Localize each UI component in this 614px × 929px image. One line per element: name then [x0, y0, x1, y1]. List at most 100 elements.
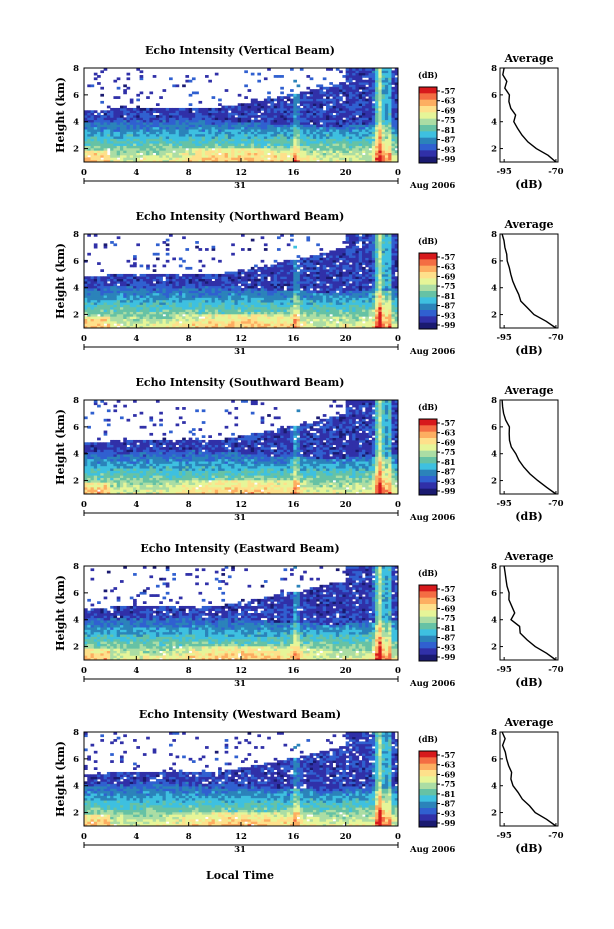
heatmap-cell	[110, 292, 114, 296]
heatmap-cell	[244, 157, 248, 161]
heatmap-cell	[165, 145, 170, 149]
heatmap-cell	[133, 138, 137, 142]
heatmap-cell	[319, 266, 324, 270]
heatmap-cell	[303, 126, 307, 130]
heatmap-cell	[276, 276, 281, 280]
heatmap-cell	[345, 138, 350, 142]
heatmap-cell	[84, 150, 88, 153]
heatmap-cell	[208, 157, 212, 161]
heatmap-cell	[355, 318, 360, 322]
heatmap-cell	[172, 143, 176, 146]
heatmap-cell	[355, 288, 360, 291]
heatmap-cell	[97, 285, 101, 289]
heatmap-cell	[169, 133, 173, 137]
heatmap-cell	[84, 145, 88, 149]
heatmap-cell	[241, 107, 245, 111]
heatmap-cell	[388, 133, 392, 137]
heatmap-cell	[303, 136, 307, 139]
heatmap-cell	[303, 131, 307, 135]
heatmap-cell	[142, 147, 147, 151]
heatmap-cell	[221, 290, 226, 294]
heatmap-cell	[195, 311, 199, 315]
heatmap-cell	[139, 145, 144, 149]
heatmap-cell	[155, 285, 160, 289]
heatmap-cell	[119, 316, 124, 319]
heatmap-cell	[306, 281, 311, 284]
heatmap-cell	[286, 313, 291, 317]
heatmap-cell	[381, 96, 386, 99]
heatmap-cell	[342, 318, 347, 322]
heatmap-cell	[322, 154, 327, 158]
heatmap-cell	[254, 117, 258, 121]
heatmap-cell	[110, 117, 114, 121]
heatmap-cell	[146, 323, 150, 327]
heatmap-cell	[218, 299, 222, 303]
heatmap-cell	[149, 276, 154, 280]
heatmap-cell	[241, 103, 245, 106]
heatmap-cell	[201, 313, 206, 317]
heatmap-cell	[133, 264, 137, 268]
heatmap-cell	[106, 295, 111, 298]
heatmap-cell	[84, 295, 88, 298]
heatmap-cell	[365, 93, 369, 97]
heatmap-cell	[214, 292, 219, 296]
heatmap-cell	[375, 133, 379, 137]
heatmap-cell	[378, 122, 383, 125]
heatmap-cell	[309, 119, 314, 123]
heatmap-cell	[100, 154, 105, 158]
heatmap-cell	[136, 283, 140, 287]
heatmap-cell	[257, 131, 262, 135]
heatmap-cell	[241, 297, 245, 301]
heatmap-cell	[355, 145, 360, 149]
heatmap-cell	[332, 138, 337, 142]
heatmap-cell	[322, 271, 327, 275]
heatmap-cell	[312, 98, 317, 102]
heatmap-cell	[169, 147, 173, 151]
heatmap-cell	[286, 145, 291, 149]
heatmap-cell	[126, 295, 131, 298]
heatmap-cell	[211, 154, 216, 158]
heatmap-cell	[139, 302, 144, 305]
heatmap-cell	[126, 110, 131, 114]
heatmap-cell	[162, 320, 167, 324]
heatmap-cell	[355, 311, 360, 315]
heatmap-cell	[100, 311, 105, 315]
heatmap-cell	[214, 281, 219, 284]
heatmap-cell	[293, 325, 297, 329]
heatmap-cell	[270, 117, 275, 121]
heatmap-cell	[260, 136, 265, 139]
heatmap-cell	[159, 299, 163, 303]
heatmap-cell	[309, 157, 314, 161]
heatmap-cell	[263, 145, 268, 149]
heatmap-cell	[188, 304, 193, 308]
colorbar-tick-label: -99	[441, 154, 456, 164]
heatmap-cell	[139, 278, 144, 282]
heatmap-cell	[273, 273, 278, 277]
heatmap-cell	[93, 131, 98, 135]
heatmap-cell	[178, 297, 183, 301]
heatmap-cell	[319, 252, 324, 256]
heatmap-cell	[381, 110, 386, 114]
heatmap-cell	[218, 124, 222, 128]
heatmap-cell	[365, 157, 369, 161]
heatmap-cell	[286, 262, 291, 265]
heatmap-cell	[231, 117, 235, 121]
heatmap-cell	[123, 107, 127, 111]
heatmap-cell	[296, 304, 301, 308]
heatmap-cell	[221, 159, 226, 163]
heatmap-cell	[332, 283, 337, 287]
heatmap-cell	[352, 325, 356, 329]
heatmap-cell	[257, 100, 262, 104]
heatmap-cell	[188, 147, 193, 151]
heatmap-cell	[110, 145, 114, 149]
heatmap-cell	[237, 150, 242, 153]
heatmap-cell	[208, 79, 212, 83]
heatmap-cell	[97, 112, 101, 116]
heatmap-cell	[368, 112, 373, 116]
heatmap-cell	[257, 295, 262, 298]
heatmap-cell	[270, 264, 275, 268]
heatmap-cell	[250, 276, 255, 280]
heatmap-cell	[234, 119, 239, 123]
heatmap-cell	[133, 302, 137, 305]
heatmap-cell	[263, 122, 268, 125]
